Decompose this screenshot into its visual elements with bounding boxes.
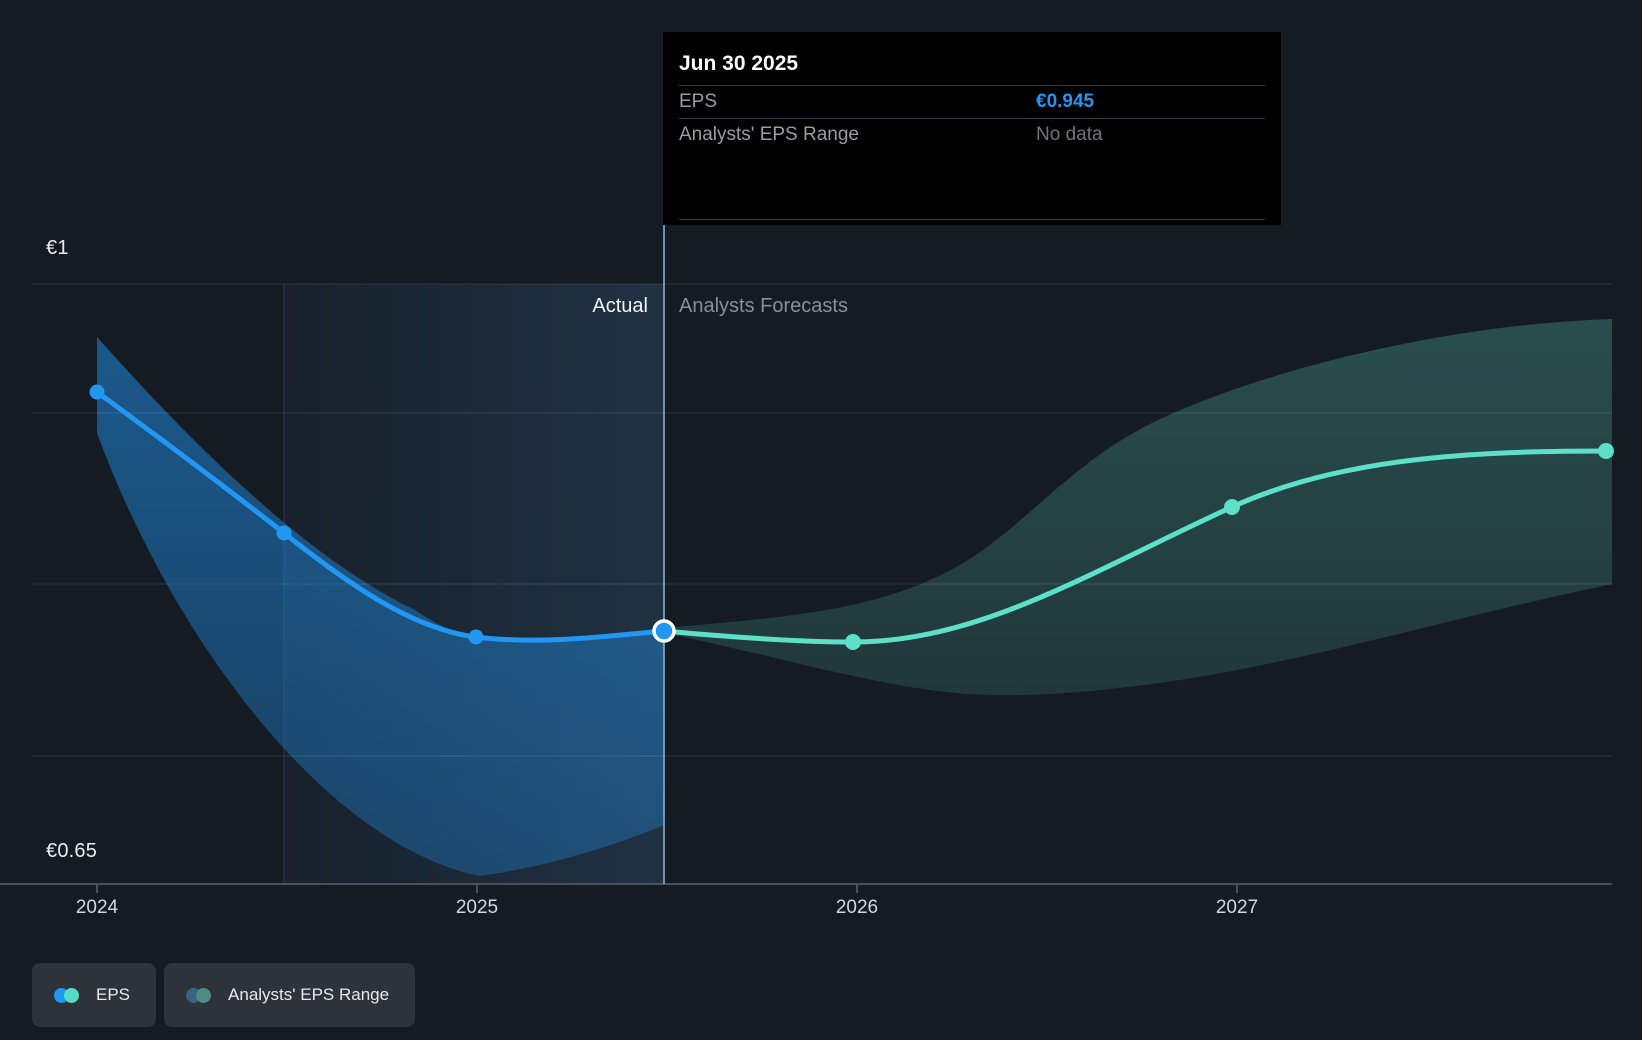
legend-range-label: Analysts' EPS Range [228, 985, 390, 1004]
x-axis [0, 883, 1612, 893]
data-point-2028[interactable] [1598, 443, 1614, 459]
forecast-section-label: Analysts Forecasts [679, 295, 848, 317]
range-legend-icon [186, 987, 212, 1003]
eps-line [94, 389, 667, 643]
tooltip-date: Jun 30 2025 [679, 52, 799, 75]
data-point-2024-h2[interactable] [276, 525, 292, 541]
data-point-2024[interactable] [89, 384, 105, 400]
tooltip-row-eps: EPS €0.945 [679, 85, 1265, 118]
analysts-eps-range-band [664, 319, 1612, 696]
legend-eps-label: EPS [96, 985, 131, 1004]
legend-range-button[interactable]: Analysts' EPS Range [164, 963, 416, 1027]
tooltip-eps-value: €0.945 [1036, 91, 1095, 112]
hovered-data-point[interactable] [652, 619, 676, 643]
x-label-2024: 2024 [75, 897, 119, 918]
tooltip-range-value: No data [1036, 124, 1103, 145]
gridlines [32, 283, 1612, 757]
x-label-2025: 2025 [455, 897, 499, 918]
legend-eps-button[interactable]: EPS [32, 963, 157, 1027]
x-label-2026: 2026 [835, 897, 879, 918]
tooltip-row-range: Analysts' EPS Range No data [679, 118, 1265, 151]
x-label-2027: 2027 [1215, 897, 1259, 918]
actual-eps-range-band [97, 337, 664, 876]
y-axis-top-label: €1 [46, 237, 69, 259]
actual-section-label: Actual [592, 295, 648, 317]
eps-legend-icon [54, 987, 80, 1003]
chart-legend: EPS Analysts' EPS Range [32, 963, 416, 1027]
forecast-line [661, 448, 1610, 645]
tooltip-bottom-divider [679, 219, 1265, 220]
chart-tooltip: Jun 30 2025 EPS €0.945 Analysts' EPS Ran… [663, 32, 1281, 225]
data-point-2026[interactable] [845, 634, 861, 650]
y-axis-bottom-label: €0.65 [46, 840, 98, 862]
tooltip-eps-label: EPS [679, 91, 718, 112]
data-point-2027[interactable] [1224, 499, 1240, 515]
tooltip-range-label: Analysts' EPS Range [679, 124, 859, 145]
data-point-2025[interactable] [468, 629, 484, 645]
